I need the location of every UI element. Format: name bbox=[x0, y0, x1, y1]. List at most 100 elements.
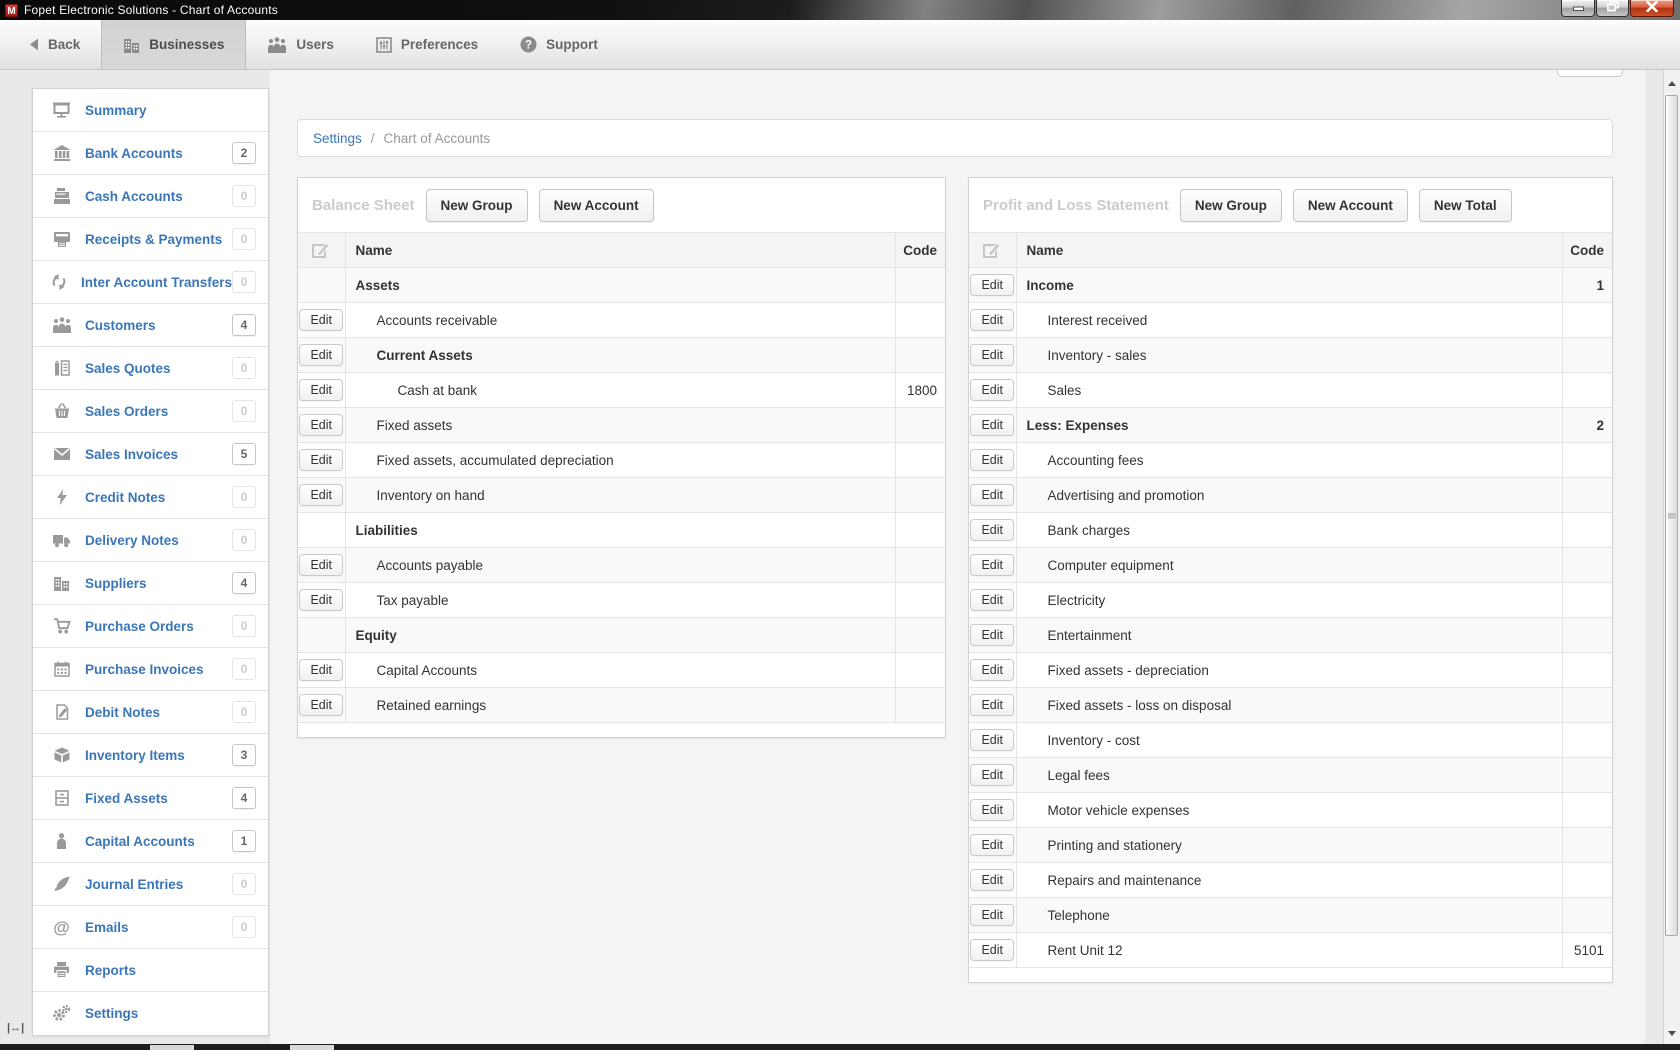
edit-button[interactable]: Edit bbox=[970, 379, 1015, 401]
resize-handle-icon[interactable]: |↔| bbox=[7, 1022, 25, 1034]
account-name: Rent Unit 12 bbox=[1016, 932, 1562, 968]
edit-button[interactable]: Edit bbox=[299, 659, 344, 681]
transfer-arrows-icon bbox=[50, 274, 69, 290]
edit-button[interactable]: Edit bbox=[970, 764, 1015, 786]
edit-button[interactable]: Edit bbox=[299, 694, 344, 716]
breadcrumb-settings-link[interactable]: Settings bbox=[313, 130, 362, 146]
account-name: Current Assets bbox=[345, 337, 895, 373]
account-name: Accounts payable bbox=[345, 547, 895, 583]
count-badge: 0 bbox=[232, 400, 256, 422]
account-name: Accounts receivable bbox=[345, 302, 895, 338]
account-code bbox=[1561, 862, 1612, 898]
receipt-icon bbox=[50, 231, 73, 247]
sidebar-item-purchase-orders[interactable]: Purchase Orders 0 bbox=[33, 605, 268, 648]
count-badge: 0 bbox=[232, 529, 256, 551]
count-badge: 0 bbox=[232, 271, 256, 293]
close-button[interactable] bbox=[1630, 0, 1674, 17]
sidebar-item-inventory-items[interactable]: Inventory Items 3 bbox=[33, 734, 268, 777]
minimize-button[interactable] bbox=[1561, 0, 1595, 17]
edit-button[interactable]: Edit bbox=[299, 554, 344, 576]
sidebar-item-summary[interactable]: Summary bbox=[33, 89, 268, 132]
partially-scrolled-button[interactable] bbox=[1557, 70, 1623, 77]
sidebar-item-delivery-notes[interactable]: Delivery Notes 0 bbox=[33, 519, 268, 562]
edit-button[interactable]: Edit bbox=[970, 624, 1015, 646]
sidebar-item-journal-entries[interactable]: Journal Entries 0 bbox=[33, 863, 268, 906]
basket-icon bbox=[50, 403, 73, 419]
sidebar-item-credit-notes[interactable]: Credit Notes 0 bbox=[33, 476, 268, 519]
edit-button[interactable]: Edit bbox=[970, 834, 1015, 856]
edit-button[interactable]: Edit bbox=[970, 694, 1015, 716]
edit-button[interactable]: Edit bbox=[970, 519, 1015, 541]
edit-button[interactable]: Edit bbox=[970, 414, 1015, 436]
back-button[interactable]: Back bbox=[8, 20, 101, 69]
edit-button[interactable]: Edit bbox=[299, 379, 344, 401]
account-code bbox=[894, 512, 945, 548]
sidebar-item-settings[interactable]: Settings bbox=[33, 992, 268, 1035]
close-icon bbox=[1646, 0, 1658, 17]
account-code bbox=[1561, 722, 1612, 758]
edit-button[interactable]: Edit bbox=[299, 484, 344, 506]
pl-new-total-button[interactable]: New Total bbox=[1418, 188, 1512, 222]
edit-button[interactable]: Edit bbox=[299, 414, 344, 436]
sidebar-item-fixed-assets[interactable]: Fixed Assets 4 bbox=[33, 777, 268, 820]
scroll-up-button[interactable] bbox=[1664, 72, 1680, 94]
sidebar-item-sales-orders[interactable]: Sales Orders 0 bbox=[33, 390, 268, 433]
edit-button[interactable]: Edit bbox=[970, 939, 1015, 961]
edit-button[interactable]: Edit bbox=[970, 554, 1015, 576]
count-badge: 0 bbox=[232, 658, 256, 680]
edit-button[interactable]: Edit bbox=[970, 589, 1015, 611]
sidebar-item-sales-quotes[interactable]: Sales Quotes 0 bbox=[33, 347, 268, 390]
bottom-edge-bar bbox=[0, 1044, 1680, 1050]
edit-button[interactable]: Edit bbox=[970, 449, 1015, 471]
sidebar-item-suppliers[interactable]: Suppliers 4 bbox=[33, 562, 268, 605]
tab-support[interactable]: ? Support bbox=[499, 20, 619, 69]
pl-new-account-button[interactable]: New Account bbox=[1292, 188, 1408, 222]
edit-button[interactable]: Edit bbox=[970, 274, 1015, 296]
tab-businesses[interactable]: Businesses bbox=[101, 20, 247, 69]
pl-column-header-code: Code bbox=[1561, 232, 1612, 268]
sidebar-item-emails[interactable]: @ Emails 0 bbox=[33, 906, 268, 949]
account-name: Interest received bbox=[1016, 302, 1562, 338]
bs-new-group-button[interactable]: New Group bbox=[425, 188, 528, 222]
scrollbar-thumb[interactable] bbox=[1665, 95, 1678, 936]
sidebar-item-customers[interactable]: Customers 4 bbox=[33, 304, 268, 347]
edit-button[interactable]: Edit bbox=[970, 869, 1015, 891]
at-sign-icon: @ bbox=[53, 917, 70, 937]
edit-button[interactable]: Edit bbox=[299, 309, 344, 331]
sidebar-item-capital-accounts[interactable]: Capital Accounts 1 bbox=[33, 820, 268, 863]
edit-button[interactable]: Edit bbox=[970, 799, 1015, 821]
edit-button[interactable]: Edit bbox=[299, 589, 344, 611]
sidebar-item-debit-notes[interactable]: Debit Notes 0 bbox=[33, 691, 268, 734]
edit-button[interactable]: Edit bbox=[299, 449, 344, 471]
edit-button[interactable]: Edit bbox=[970, 729, 1015, 751]
sidebar-item-label: Sales Orders bbox=[85, 403, 169, 419]
account-row: Edit Interest received bbox=[969, 302, 1612, 338]
sidebar-item-receipts-payments[interactable]: Receipts & Payments 0 bbox=[33, 218, 268, 261]
buildings-icon bbox=[123, 37, 140, 53]
sidebar-item-inter-account-transfers[interactable]: Inter Account Transfers 0 bbox=[33, 261, 268, 304]
sidebar-item-label: Suppliers bbox=[85, 575, 147, 591]
edit-button[interactable]: Edit bbox=[299, 344, 344, 366]
sidebar-item-label: Sales Invoices bbox=[85, 446, 179, 462]
scroll-down-button[interactable] bbox=[1664, 1022, 1680, 1044]
account-name: Income bbox=[1016, 267, 1562, 303]
sidebar: Summary Bank Accounts 2 Cash Accounts 0 … bbox=[32, 88, 269, 1036]
sidebar-item-reports[interactable]: Reports bbox=[33, 949, 268, 992]
sidebar-item-bank-accounts[interactable]: Bank Accounts 2 bbox=[33, 132, 268, 175]
vertical-scrollbar[interactable] bbox=[1663, 70, 1680, 1044]
tab-preferences[interactable]: Preferences bbox=[355, 20, 499, 69]
edit-button[interactable]: Edit bbox=[970, 904, 1015, 926]
edit-button[interactable]: Edit bbox=[970, 344, 1015, 366]
account-name: Liabilities bbox=[345, 512, 895, 548]
edit-button[interactable]: Edit bbox=[970, 309, 1015, 331]
sidebar-item-cash-accounts[interactable]: Cash Accounts 0 bbox=[33, 175, 268, 218]
tab-users[interactable]: Users bbox=[246, 20, 355, 69]
maximize-button[interactable] bbox=[1596, 0, 1629, 17]
edit-button[interactable]: Edit bbox=[970, 484, 1015, 506]
sidebar-item-purchase-invoices[interactable]: Purchase Invoices 0 bbox=[33, 648, 268, 691]
sidebar-item-sales-invoices[interactable]: Sales Invoices 5 bbox=[33, 433, 268, 476]
bs-new-account-button[interactable]: New Account bbox=[538, 188, 654, 222]
pl-new-group-button[interactable]: New Group bbox=[1179, 188, 1282, 222]
count-badge: 5 bbox=[232, 443, 256, 465]
edit-button[interactable]: Edit bbox=[970, 659, 1015, 681]
